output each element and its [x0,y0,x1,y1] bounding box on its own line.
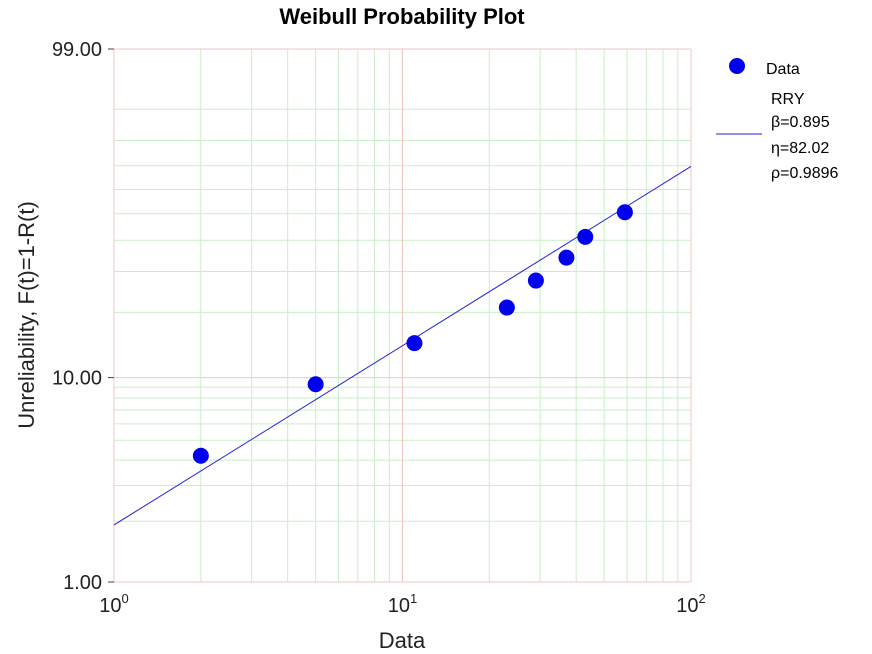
y-axis-label: Unreliability, F(t)=1-R(t) [14,201,39,429]
y-tick-label: 99.00 [52,39,102,61]
legend-marker-data [729,58,745,74]
axes [108,48,114,583]
x-tick-labels: 100 101 102 [99,591,705,617]
data-point [577,228,594,245]
data-point [527,272,544,289]
fit-layer [113,165,692,526]
x-tick-label: 102 [676,591,705,617]
legend-beta: β=0.895 [771,114,830,131]
chart-title: Weibull Probability Plot [279,4,525,29]
data-point [307,376,324,393]
legend-eta: η=82.02 [771,140,829,157]
x-tick-label: 100 [99,591,128,617]
data-point [192,447,209,464]
fit-line-rry [113,165,692,526]
data-point [616,204,633,221]
legend-rho: ρ=0.9896 [771,165,838,182]
y-tick-labels: 1.00 10.00 99.00 [52,39,102,594]
legend: Data RRY β=0.895 η=82.02 ρ=0.9896 [716,58,838,182]
data-points [192,204,633,464]
legend-entry-data: Data [766,61,800,78]
x-tick-label: 101 [388,591,417,617]
y-tick-label: 1.00 [63,572,102,594]
y-tick-label: 10.00 [52,368,102,390]
data-point [558,249,575,266]
legend-entry-fit: RRY [771,91,805,108]
x-axis-label: Data [379,628,426,653]
major-grid [113,48,692,583]
data-point [498,299,515,316]
data-point [406,335,423,352]
